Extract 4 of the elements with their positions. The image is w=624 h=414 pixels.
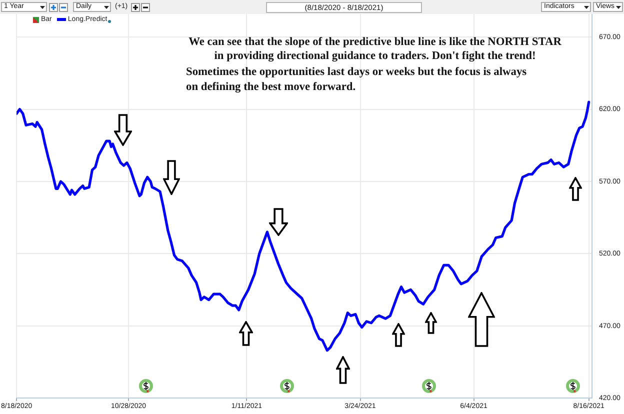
- annotation: in providing directional guidance to traders. Don't fight the trend!: [214, 50, 536, 63]
- annotation: on defining the best move forward.: [186, 81, 356, 94]
- annotation: We can see that the slope of the predictive blue line is like the NORTH STAR: [188, 36, 562, 49]
- annotation: Sometimes the opportunities last days or weeks but the focus is always: [186, 66, 527, 79]
